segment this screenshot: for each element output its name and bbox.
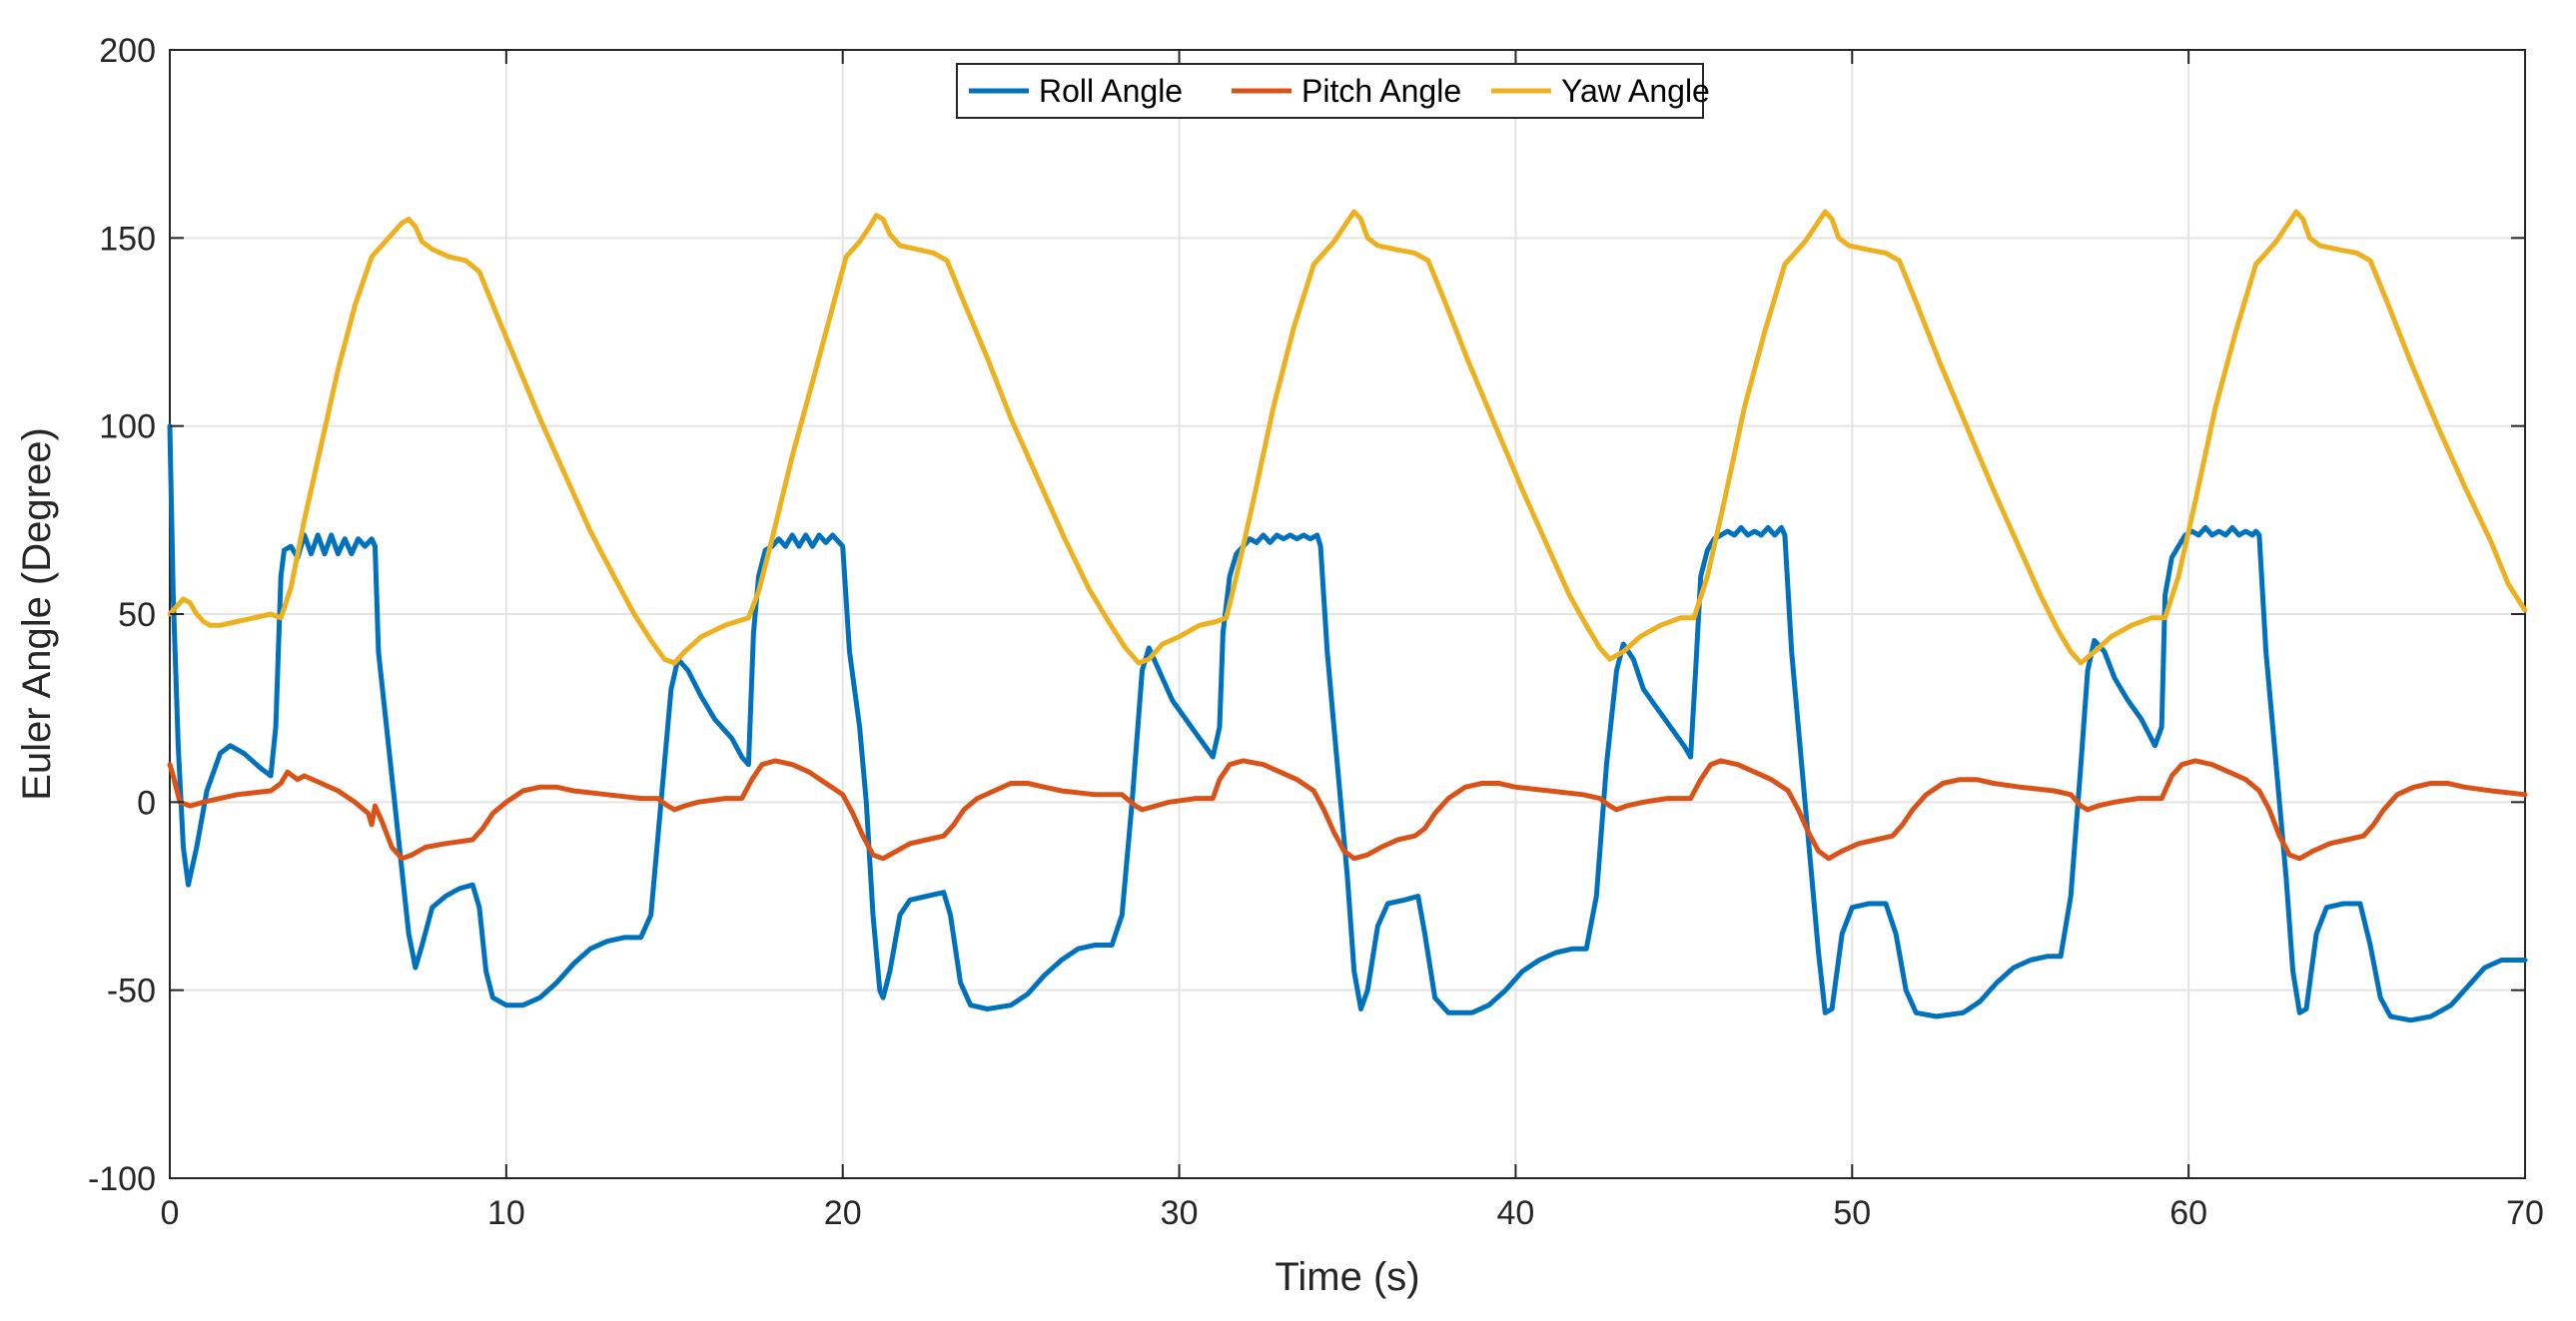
y-tick-label: 100 xyxy=(99,408,156,446)
series-line-pitch-angle xyxy=(167,758,2528,862)
x-tick-label: 60 xyxy=(2169,1194,2207,1232)
y-tick-label: 0 xyxy=(137,784,156,822)
series-line-roll-angle xyxy=(167,423,2528,1023)
x-tick-label: 30 xyxy=(1161,1194,1199,1232)
y-tick-label: -100 xyxy=(88,1160,156,1198)
series-layer xyxy=(167,209,2528,1023)
x-tick-label: 10 xyxy=(487,1194,525,1232)
legend-entry-roll: Roll Angle xyxy=(969,73,1183,109)
x-tick-label: 70 xyxy=(2506,1194,2544,1232)
legend-entry-yaw: Yaw Angle xyxy=(1491,73,1710,109)
legend-entry-pitch: Pitch Angle xyxy=(1232,73,1461,109)
x-tick-label: 50 xyxy=(1833,1194,1871,1232)
grid-lines xyxy=(169,49,2526,1179)
y-tick-label: -50 xyxy=(107,973,156,1010)
series-line-yaw-angle xyxy=(167,209,2528,666)
axis-tick-labels: 0 10 20 30 40 50 60 70 -100 -50 0 50 100 150 200 xyxy=(88,32,2544,1232)
axis-ticks xyxy=(169,49,2526,1179)
y-tick-label: 150 xyxy=(99,220,156,258)
legend-label-yaw: Yaw Angle xyxy=(1561,73,1710,109)
legend-label-roll: Roll Angle xyxy=(1039,73,1183,109)
legend-label-pitch: Pitch Angle xyxy=(1301,73,1461,109)
x-tick-label: 0 xyxy=(161,1194,180,1232)
legend: Roll Angle Pitch Angle Yaw Angle xyxy=(956,63,1710,119)
x-tick-label: 40 xyxy=(1497,1194,1535,1232)
y-tick-label: 50 xyxy=(118,596,156,634)
x-axis-title: Time (s) xyxy=(1275,1255,1419,1299)
x-tick-label: 20 xyxy=(824,1194,862,1232)
y-axis-title: Euler Angle (Degree) xyxy=(15,427,59,801)
legend-box xyxy=(956,63,1704,119)
y-tick-label: 200 xyxy=(99,32,156,70)
